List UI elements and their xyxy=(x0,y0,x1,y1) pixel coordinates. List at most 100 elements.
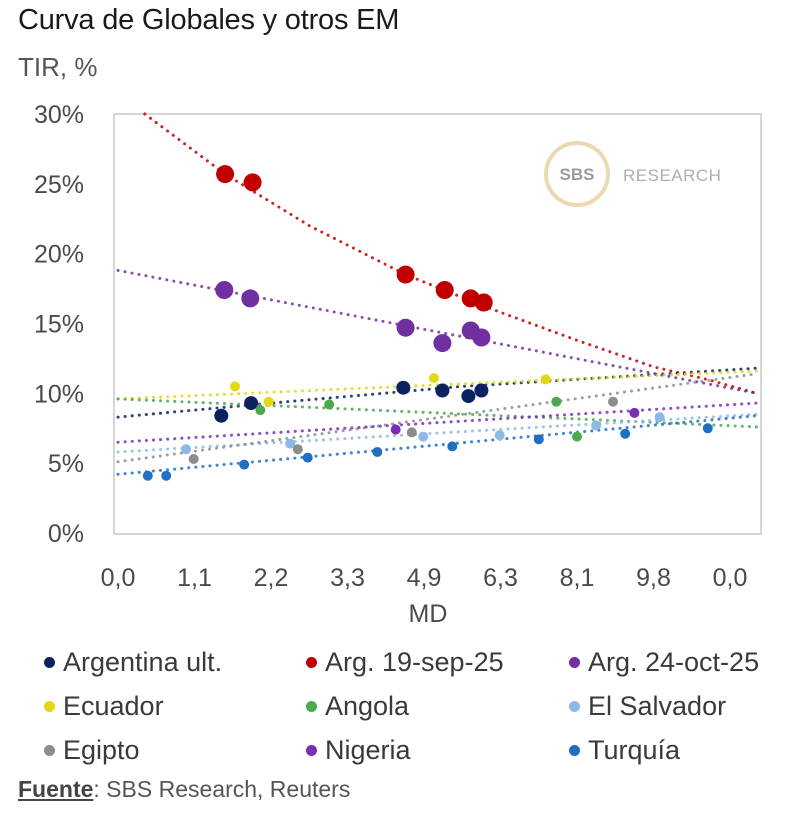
trend-lines xyxy=(116,112,759,476)
x-tick-label: 0,0 xyxy=(101,564,136,592)
x-axis-title: MD xyxy=(409,600,448,628)
legend-row: Egipto Nigeria Turquía xyxy=(44,728,800,772)
point-ecuador xyxy=(263,396,274,407)
point-ecuador xyxy=(230,381,240,392)
point-ecuador xyxy=(428,373,439,383)
legend-label: Ecuador xyxy=(63,690,164,721)
y-axis-title: TIR, % xyxy=(18,52,98,82)
point-arg-24-oct-25 xyxy=(215,281,234,299)
point-arg-19-sep-25 xyxy=(243,173,262,192)
watermark: SBS RESEARCH xyxy=(544,141,721,207)
point-angola xyxy=(551,396,562,407)
y-tick-label: 0% xyxy=(48,520,84,548)
point-turqu-a xyxy=(302,452,313,463)
y-tick-label: 15% xyxy=(34,311,84,339)
legend-marker-icon xyxy=(44,656,55,668)
point-arg-24-oct-25 xyxy=(433,334,452,353)
trend-line-nigeria xyxy=(116,401,759,444)
y-tick-label: 20% xyxy=(34,241,84,269)
point-turqu-a xyxy=(620,428,631,439)
point-egipto xyxy=(406,427,417,438)
watermark-badge: SBS xyxy=(560,165,595,184)
legend-item: Arg. 24-oct-25 xyxy=(569,647,759,678)
source-text: : SBS Research, Reuters xyxy=(93,776,351,802)
data-points xyxy=(142,165,713,481)
y-tick-label: 10% xyxy=(34,380,84,408)
point-turqu-a xyxy=(142,470,153,481)
point-arg-19-sep-25 xyxy=(216,165,235,184)
x-tick-label: 4,9 xyxy=(407,564,442,592)
y-tick-label: 5% xyxy=(48,450,84,478)
legend-marker-icon xyxy=(306,744,317,756)
point-arg-19-sep-25 xyxy=(396,265,415,284)
point-arg-24-oct-25 xyxy=(472,328,491,347)
point-nigeria xyxy=(629,407,640,418)
point-egipto xyxy=(608,396,618,407)
legend-label: Argentina ult. xyxy=(63,646,223,677)
chart-canvas: SBS RESEARCH 0% 5% 10% 15% 20% 25% 30% 0,0 1,1 2… xyxy=(34,101,762,628)
trend-line-turqu-a xyxy=(116,414,759,476)
point-argentina-ult xyxy=(474,383,489,398)
point-angola xyxy=(255,405,266,416)
watermark-ring xyxy=(544,141,610,207)
x-tick-label: 9,8 xyxy=(636,564,671,592)
point-angola xyxy=(572,431,582,442)
legend-label: Turquía xyxy=(588,734,681,765)
x-tick-label: 0,0 xyxy=(713,564,748,592)
point-turqu-a xyxy=(533,434,544,445)
point-turqu-a xyxy=(161,470,172,481)
point-el-salvador xyxy=(181,444,192,455)
point-egipto xyxy=(292,444,303,455)
point-egipto xyxy=(188,454,199,464)
legend-row: Argentina ult. Arg. 19-sep-25 Arg. 24-oct-… xyxy=(44,640,800,684)
trend-line-egipto xyxy=(116,372,759,464)
legend-marker-icon xyxy=(44,700,55,712)
point-angola xyxy=(324,399,335,410)
legend-marker-icon xyxy=(569,656,580,668)
legend-item: El Salvador xyxy=(569,691,726,722)
x-axis: 0,0 1,1 2,2 3,3 4,9 6,3 8,1 9,8 0,0 xyxy=(101,564,748,592)
legend-item: Argentina ult. xyxy=(44,647,306,678)
legend-label: El Salvador xyxy=(588,690,727,721)
legend-item: Arg. 19-sep-25 xyxy=(306,647,569,678)
point-turqu-a xyxy=(702,423,713,434)
legend-label: Arg. 24-oct-25 xyxy=(588,646,760,677)
point-arg-19-sep-25 xyxy=(474,293,493,312)
legend-label: Angola xyxy=(325,690,410,721)
legend-marker-icon xyxy=(306,700,317,712)
legend-item: Egipto xyxy=(44,735,306,766)
x-tick-label: 3,3 xyxy=(330,564,365,592)
point-turqu-a xyxy=(372,447,383,457)
legend-marker-icon xyxy=(569,700,580,712)
point-ecuador xyxy=(540,374,551,385)
point-el-salvador xyxy=(418,431,429,442)
source-note: Fuente: SBS Research, Reuters xyxy=(18,776,350,803)
point-turqu-a xyxy=(239,459,250,470)
point-argentina-ult xyxy=(244,396,259,411)
legend-item: Ecuador xyxy=(44,691,306,722)
plot-area xyxy=(113,113,762,535)
legend-label: Nigeria xyxy=(325,734,411,765)
source-label: Fuente xyxy=(18,776,94,802)
legend-item: Turquía xyxy=(569,735,680,766)
point-el-salvador xyxy=(285,438,296,449)
point-argentina-ult xyxy=(396,380,411,395)
legend-marker-icon xyxy=(569,744,580,756)
y-tick-label: 30% xyxy=(34,101,84,129)
trend-line-angola xyxy=(116,397,759,429)
legend-row: Ecuador Angola El Salvador xyxy=(44,684,800,728)
y-tick-label: 25% xyxy=(34,171,84,199)
x-tick-label: 6,3 xyxy=(483,564,518,592)
point-arg-19-sep-25 xyxy=(435,281,454,299)
trend-line-ecuador xyxy=(116,369,759,401)
legend-item: Angola xyxy=(306,691,569,722)
trend-line-arg-24-oct-25 xyxy=(116,268,759,395)
trend-line-argentina-ult xyxy=(116,366,759,419)
point-turqu-a xyxy=(447,441,458,452)
y-axis: 0% 5% 10% 15% 20% 25% 30% xyxy=(34,101,84,548)
x-tick-label: 1,1 xyxy=(177,564,212,592)
point-argentina-ult xyxy=(435,383,450,398)
point-el-salvador xyxy=(591,420,602,431)
legend-marker-icon xyxy=(306,656,317,668)
x-tick-label: 2,2 xyxy=(254,564,289,592)
